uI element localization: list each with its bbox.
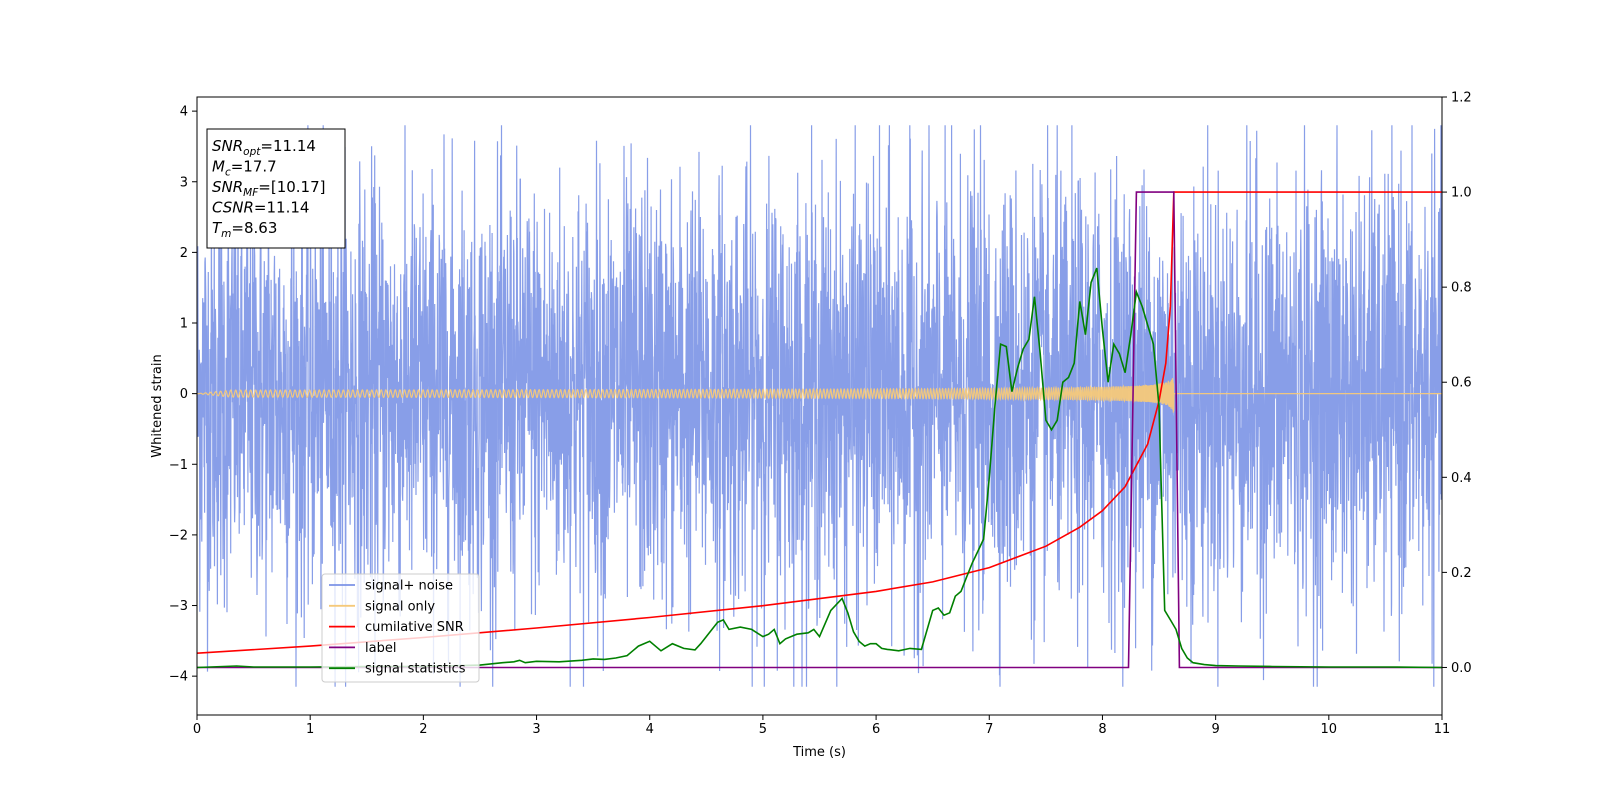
annotation-line: SNRopt=11.14 (212, 137, 316, 158)
y-right-tick-label: 1.2 (1451, 91, 1472, 106)
annotation-symbol: CSNR (212, 199, 254, 217)
plot-frame (196, 96, 1443, 716)
x-tick-label: 5 (759, 722, 767, 737)
x-tick-label: 3 (532, 722, 540, 737)
series-signal-plus-noise (197, 125, 1442, 687)
annotation-value: =11.14 (260, 137, 316, 155)
x-tick-label: 9 (1211, 722, 1219, 737)
legend-entry: signal statistics (365, 662, 466, 677)
y-left-tick-label: −2 (169, 528, 188, 543)
y-right-tick-label: 0.2 (1451, 566, 1472, 581)
annotation-subscript: opt (243, 146, 261, 158)
y-axis-label: Whitened strain (150, 354, 165, 457)
x-tick-label: 1 (306, 722, 314, 737)
y-left-tick-label: 3 (180, 175, 188, 190)
y-left-tick-label: −3 (169, 599, 188, 614)
annotation-line: Tm=8.63 (212, 219, 277, 240)
x-tick-label: 0 (193, 722, 201, 737)
annotation-subscript: MF (243, 187, 259, 199)
x-axis-label: Time (s) (792, 745, 846, 760)
annotation-value: =8.63 (231, 219, 277, 237)
y-right-tick-label: 0.8 (1451, 281, 1472, 296)
y-left-tick-label: 4 (180, 105, 188, 120)
y-right-tick-label: 1.0 (1451, 186, 1472, 201)
x-tick-label: 6 (872, 722, 880, 737)
annotation-symbol: SNR (212, 137, 243, 155)
y-right-tick-label: 0.6 (1451, 376, 1472, 391)
annotation-value: =[10.17] (258, 178, 325, 196)
x-tick-label: 4 (646, 722, 654, 737)
x-tick-label: 7 (985, 722, 993, 737)
annotation-subscript: c (225, 167, 231, 179)
annotation-line: SNRMF=[10.17] (212, 178, 326, 199)
legend-entry: cumilative SNR (365, 620, 464, 635)
annotation-line: CSNR=11.14 (212, 199, 309, 217)
annotation-value: =17.7 (231, 158, 277, 176)
x-tick-label: 2 (419, 722, 427, 737)
annotation-value: =11.14 (254, 199, 310, 217)
series-label (197, 191, 1442, 669)
y-right-tick-label: 0.4 (1451, 471, 1472, 486)
y-left-tick-label: 2 (180, 246, 188, 261)
x-tick-label: 10 (1321, 722, 1338, 737)
y-right-tick-label: 0.0 (1451, 661, 1472, 676)
series-cumulative-snr (197, 191, 1442, 654)
legend-entry: signal+ noise (365, 579, 453, 594)
annotation-symbol: T (212, 219, 223, 237)
annotation-subscript: m (221, 228, 231, 240)
annotation-symbol: M (212, 158, 225, 176)
annotation-line: Mc=17.7 (212, 158, 277, 179)
legend-box (321, 573, 480, 683)
annotation-symbol: SNR (212, 178, 243, 196)
y-left-tick-label: 0 (180, 387, 188, 402)
legend-entry: label (365, 641, 396, 656)
x-tick-label: 8 (1098, 722, 1106, 737)
y-left-tick-label: −1 (169, 458, 188, 473)
annotation-box (206, 128, 346, 249)
y-left-tick-label: −4 (169, 670, 188, 685)
series-signal-only (197, 378, 1442, 413)
legend-entry: signal only (365, 599, 435, 614)
y-left-tick-label: 1 (180, 317, 188, 332)
series-signal-statistics (197, 267, 1442, 669)
x-tick-label: 11 (1434, 722, 1451, 737)
